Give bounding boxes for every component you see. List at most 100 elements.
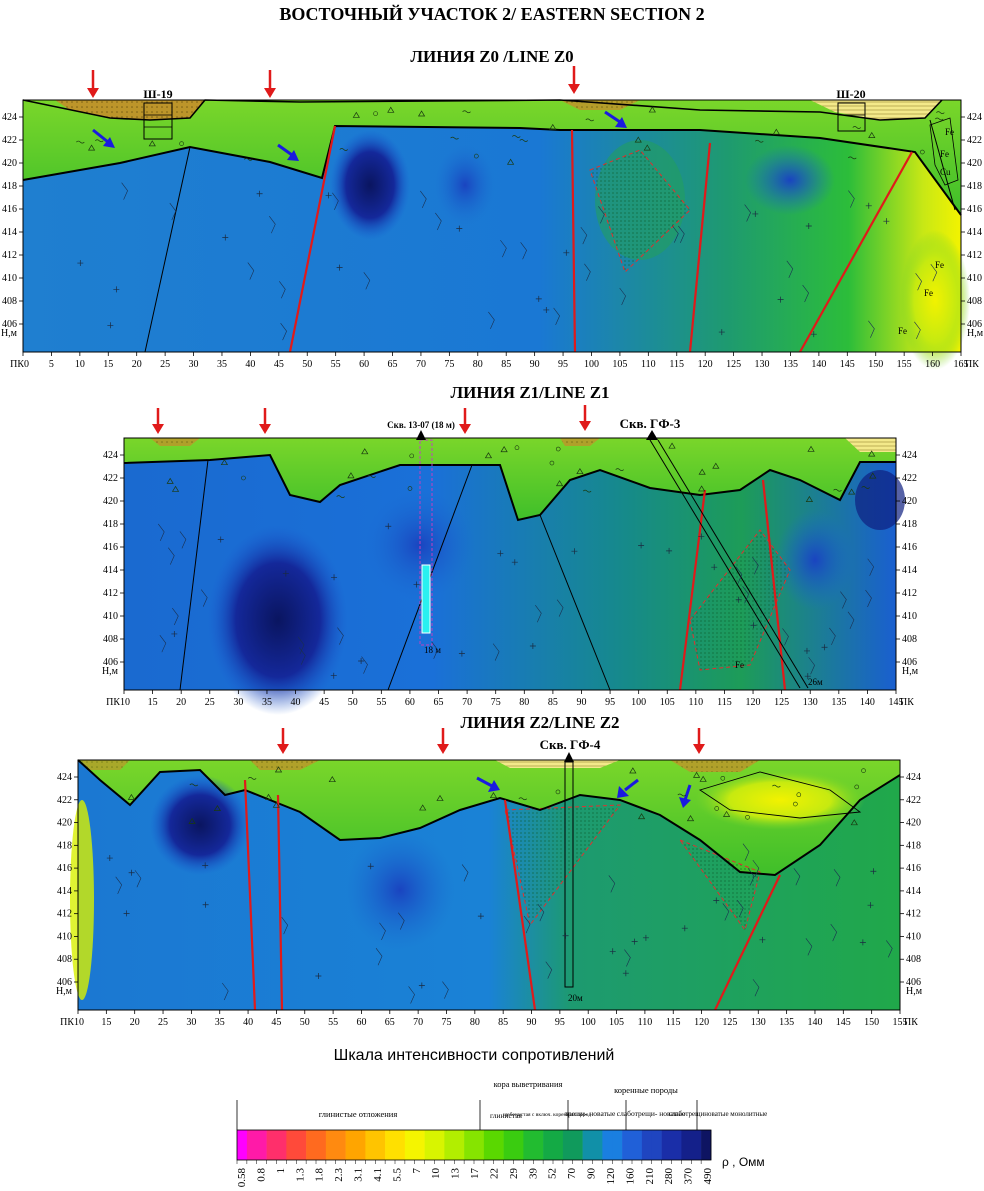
pk-tick-label: 100 [581,1017,596,1028]
pk-tick-label: 145 [889,697,904,708]
legend-color-cell [345,1130,356,1160]
pk-tick-label: 45 [274,359,284,370]
elevation-tick-label: 416 [902,542,917,553]
well-label: Скв. ГФ-3 [620,416,681,431]
ore-label: Fe [935,260,944,270]
pk-tick-label: 15 [101,1017,111,1028]
elevation-tick-label: 412 [902,588,917,599]
legend-color-cell [533,1130,544,1160]
legend-color-cell [424,1130,435,1160]
legend-color-cell [523,1130,534,1160]
pk-tick-label: 70 [462,697,472,708]
elevation-unit-label: Н,м [902,666,919,677]
legend-color-cell [306,1130,317,1160]
legend-value-label: 10 [430,1168,442,1180]
elevation-tick-label: 408 [967,296,982,307]
pk-tick-label: 40 [291,697,301,708]
pk-tick-label: 130 [755,359,770,370]
elevation-tick-label: 408 [906,954,921,965]
pk-tick-label: 115 [666,1017,681,1028]
pk-tick-label: ПК10 [60,1017,84,1028]
pk-tick-label: 80 [473,359,483,370]
pk-tick-label: 85 [501,359,511,370]
pk-tick-label: 90 [530,359,540,370]
pk-tick-label: 75 [441,1017,451,1028]
elevation-tick-label: 422 [103,473,118,484]
line-z1-section: ЛИНИЯ Z1/LINE Z1 Скв. 13-07 (18 м) Скв. … [102,383,919,715]
pk-tick-label: 60 [359,359,369,370]
elevation-tick-label: 412 [103,588,118,599]
legend-color-cell [325,1130,337,1160]
rock-symbols [76,106,945,341]
legend-color-bar: 0.58 0.8 1 1.3 1.8 2.3 3.1 4.1 5.5 7 10 13 17 22 29 39 5… [236,1129,714,1187]
legend-color-cell [365,1130,376,1160]
legend-value-label: 4.1 [372,1168,384,1182]
elevation-tick-label: 424 [902,450,917,461]
elevation-tick-label: 418 [902,519,917,530]
elevation-unit-label: Н,м [1,328,18,339]
elevation-tick-label: 422 [2,135,17,146]
legend-color-cell [503,1130,514,1160]
depth-label: 18 м [424,645,441,655]
pk-tick-label: 35 [217,359,227,370]
elevation-tick-label: 406 [103,657,118,668]
pk-tick-label: 30 [189,359,199,370]
pk-tick-label: 100 [631,697,646,708]
pk-axis-label: ПК [900,697,914,708]
pk-tick-label: 115 [717,697,732,708]
elevation-tick-label: 416 [906,863,921,874]
pk-tick-label: 65 [388,359,398,370]
resistivity-legend: Шкала интенсивности сопротивлений кора в… [236,1047,767,1187]
pk-tick-label: 50 [348,697,358,708]
elevation-tick-label: 420 [103,496,118,507]
pk-tick-label: 60 [405,697,415,708]
elevation-tick-label: 420 [902,496,917,507]
elevation-tick-label: 408 [57,954,72,965]
pk-tick-label: 75 [444,359,454,370]
legend-value-label: 1.8 [314,1168,326,1182]
pk-tick-label: 125 [774,697,789,708]
legend-color-cell [553,1130,564,1160]
legend-value-label: 160 [624,1168,636,1185]
pk-tick-label: 40 [245,359,255,370]
pk-tick-label: 105 [609,1017,624,1028]
legend-unit: ρ , Омм [722,1155,765,1169]
legend-color-cell [483,1130,495,1160]
legend-group-weakly: слаботрещи- новатые [617,1109,686,1118]
depth-label: 26м [808,677,823,687]
pk-tick-label: 5 [49,359,54,370]
pk-tick-label: 55 [376,697,386,708]
legend-color-cell [572,1130,583,1160]
elevation-tick-label: 418 [2,181,17,192]
pk-tick-label: 65 [434,697,444,708]
elevation-tick-label: 414 [967,227,982,238]
legend-color-cell [434,1130,445,1160]
pk-tick-label: 20 [130,1017,140,1028]
elevation-tick-label: 410 [967,273,982,284]
pk-tick-label: 145 [840,359,855,370]
elevation-tick-label: 414 [103,565,118,576]
pk-tick-label: 130 [751,1017,766,1028]
pk-tick-label: 145 [836,1017,851,1028]
legend-color-cell [701,1130,712,1160]
elevation-tick-label: 424 [906,772,921,783]
legend-value-label: 13 [450,1168,462,1180]
legend-color-cell [661,1130,672,1160]
pk-tick-label: 165 [954,359,969,370]
legend-color-cell [296,1130,307,1160]
legend-value-label: 7 [411,1168,423,1174]
line-z1-title: ЛИНИЯ Z1/LINE Z1 [450,383,609,402]
legend-value-label: 1 [275,1168,287,1174]
pk-tick-label: 35 [215,1017,225,1028]
pk-tick-label: 155 [893,1017,908,1028]
pk-tick-label: 35 [262,697,272,708]
pk-tick-label: 110 [689,697,704,708]
legend-value-label: 1.3 [294,1168,306,1182]
pk-tick-label: 150 [864,1017,879,1028]
elevation-tick-label: 412 [906,909,921,920]
ore-label: Fe [898,326,907,336]
rock-symbols [106,766,893,1004]
